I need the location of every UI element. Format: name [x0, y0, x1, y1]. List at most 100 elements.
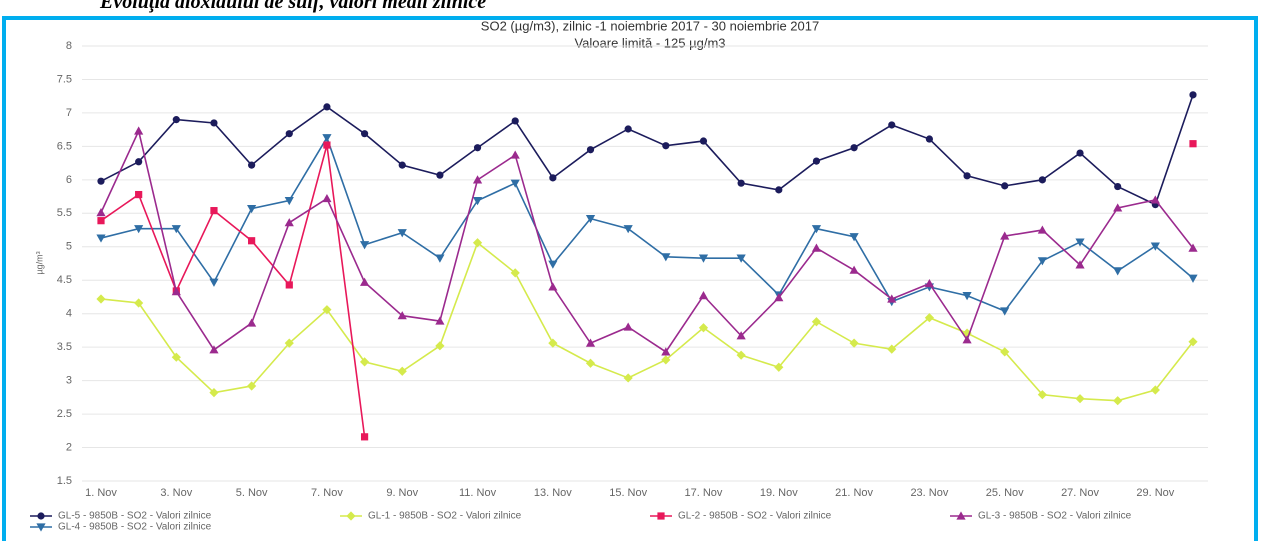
data-point: [248, 237, 256, 245]
data-point: [171, 287, 181, 296]
x-tick-label: 7. Nov: [311, 487, 343, 499]
legend-label: GL-2 - 9850B - SO2 - Valori zilnice: [678, 511, 832, 522]
data-point: [811, 243, 822, 252]
data-point: [172, 116, 180, 124]
series-line: [100, 94, 1194, 206]
data-point: [397, 311, 407, 320]
data-point: [1188, 274, 1198, 283]
x-tick-label: 23. Nov: [910, 487, 948, 499]
data-point: [1076, 149, 1084, 157]
data-point: [359, 357, 370, 367]
data-point: [962, 292, 972, 301]
data-point: [661, 355, 671, 365]
x-tick-label: 15. Nov: [609, 487, 647, 499]
legend-marker: [36, 523, 46, 532]
data-point: [1075, 394, 1085, 404]
data-point: [135, 190, 143, 199]
legend-label: GL-3 - 9850B - SO2 - Valori zilnice: [978, 511, 1132, 522]
data-point: [209, 278, 219, 287]
data-point: [1038, 176, 1046, 184]
data-point: [360, 130, 369, 138]
data-point: [397, 366, 407, 376]
data-point: [924, 278, 935, 288]
data-point: [585, 358, 596, 368]
data-point: [511, 117, 519, 125]
series-line: [100, 128, 1194, 353]
data-point: [397, 229, 407, 238]
data-point: [209, 345, 219, 354]
y-tick-label: 7.5: [57, 73, 72, 85]
data-point: [1188, 337, 1198, 347]
data-point: [323, 141, 331, 149]
data-point: [472, 175, 483, 184]
data-point: [1037, 390, 1047, 400]
data-point: [171, 225, 181, 234]
data-point: [473, 144, 482, 152]
y-axis-label: µg/m³: [34, 251, 44, 274]
x-tick-label: 29. Nov: [1136, 487, 1174, 499]
data-point: [171, 352, 181, 362]
x-tick-label: 27. Nov: [1061, 487, 1099, 499]
data-point: [284, 338, 294, 348]
data-point: [623, 225, 633, 234]
legend-label: GL-1 - 9850B - SO2 - Valori zilnice: [368, 511, 522, 522]
data-point: [850, 144, 858, 152]
data-point: [134, 298, 144, 308]
y-tick-label: 2: [66, 441, 72, 453]
data-point: [398, 161, 406, 169]
data-point: [134, 225, 144, 234]
data-point: [963, 172, 971, 180]
data-point: [323, 103, 331, 111]
data-point: [210, 207, 218, 215]
data-point: [435, 341, 445, 351]
data-point: [962, 328, 972, 338]
data-point: [624, 125, 632, 133]
data-point: [585, 215, 596, 224]
data-point: [737, 179, 745, 187]
data-point: [925, 135, 934, 143]
data-point: [96, 294, 106, 304]
data-point: [775, 186, 783, 194]
data-point: [736, 331, 746, 340]
data-point: [96, 234, 106, 243]
y-tick-label: 8: [66, 40, 72, 52]
data-point: [698, 291, 709, 300]
data-point: [135, 158, 143, 166]
y-tick-label: 6.5: [57, 140, 72, 152]
data-point: [1113, 203, 1123, 212]
data-point: [510, 268, 520, 278]
data-point: [1075, 260, 1085, 269]
data-point: [849, 338, 859, 348]
x-tick-label: 19. Nov: [760, 487, 798, 499]
data-point: [661, 253, 671, 262]
x-tick-label: 3. Nov: [160, 487, 192, 499]
data-point: [887, 294, 897, 303]
series-line: [100, 241, 1194, 402]
x-tick-label: 25. Nov: [986, 487, 1024, 499]
data-point: [97, 177, 105, 185]
data-point: [209, 388, 219, 398]
y-tick-label: 4.5: [57, 274, 72, 286]
data-point: [736, 254, 746, 263]
data-point: [247, 318, 257, 327]
y-tick-label: 4: [66, 308, 72, 320]
data-point: [585, 338, 596, 347]
data-point: [811, 225, 822, 234]
data-point: [510, 150, 520, 159]
data-point: [849, 265, 859, 274]
legend-marker: [346, 511, 356, 521]
data-point: [849, 233, 859, 242]
y-tick-label: 3: [66, 375, 72, 387]
series-line: [100, 135, 1194, 312]
x-tick-label: 11. Nov: [459, 487, 497, 499]
data-point: [435, 254, 445, 263]
data-point: [510, 179, 520, 188]
data-point: [284, 196, 294, 206]
y-tick-label: 2.5: [57, 408, 72, 420]
legend-marker: [956, 511, 966, 520]
data-point: [435, 316, 445, 325]
data-point: [247, 381, 257, 391]
data-point: [248, 161, 256, 169]
data-point: [1000, 307, 1010, 316]
